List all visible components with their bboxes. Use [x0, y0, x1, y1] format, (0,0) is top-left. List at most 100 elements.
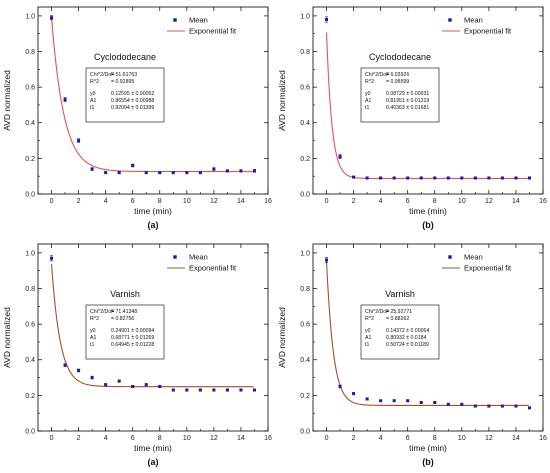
- fit-stat-name: Chi^2/DoF: [90, 309, 114, 315]
- data-point: [365, 397, 369, 401]
- fit-stats-box: [360, 67, 440, 123]
- fit-stat-name: y0: [365, 328, 371, 334]
- data-point: [212, 388, 216, 392]
- legend-label-mean: Mean: [464, 16, 483, 25]
- data-point: [50, 16, 54, 20]
- x-tick-label: 2: [77, 435, 81, 442]
- data-point: [392, 399, 396, 403]
- data-point: [419, 401, 423, 405]
- fit-curve-line: [50, 17, 254, 173]
- fit-stat-value: 0.81951 ± 0.01219: [386, 98, 429, 104]
- fit-stats-box: [360, 304, 440, 360]
- chart-panel-bottom-left: 0 2 4 6 8 10 12 14 16 0.0 0.2 0.4 0.6 0.8 1.0 time (min…: [0, 237, 275, 473]
- plot-frame: [312, 6, 544, 195]
- legend-label-mean: Mean: [189, 253, 208, 262]
- data-point: [352, 175, 356, 179]
- data-point: [104, 171, 108, 175]
- x-tick-label: 12: [210, 435, 218, 442]
- fit-stat-name: t1: [90, 342, 94, 348]
- x-tick-label: 0: [325, 198, 329, 205]
- data-point: [419, 176, 423, 180]
- panel-label: (a): [148, 457, 159, 467]
- y-tick-label: 1.0: [25, 13, 35, 20]
- x-tick-label: 6: [131, 198, 135, 205]
- data-point: [198, 388, 202, 392]
- fit-stat-value: = 6.03926: [386, 72, 409, 78]
- data-point: [63, 363, 67, 367]
- fit-stat-value: = 71.41348: [111, 309, 137, 315]
- y-tick-label: 0.4: [25, 120, 35, 127]
- legend-label-mean: Mean: [189, 16, 208, 25]
- data-point: [338, 155, 342, 159]
- x-tick-label: 8: [433, 198, 437, 205]
- data-point: [158, 384, 162, 388]
- data-point: [527, 176, 531, 180]
- x-tick-label: 2: [352, 198, 356, 205]
- chart-title: Varnish: [110, 289, 140, 299]
- x-tick-label: 4: [379, 435, 383, 442]
- data-point: [325, 17, 329, 21]
- fit-stat-value: = 51.61763: [111, 72, 137, 78]
- y-tick-label: 0.0: [300, 428, 310, 435]
- data-point: [185, 171, 189, 175]
- data-point: [77, 139, 81, 143]
- plot-frame: [312, 243, 544, 432]
- data-point: [198, 171, 202, 175]
- legend-label-fit: Exponential fit: [189, 27, 237, 36]
- fit-curve-line: [325, 261, 529, 406]
- data-point: [131, 164, 135, 168]
- x-tick-label: 4: [379, 198, 383, 205]
- data-point: [473, 176, 477, 180]
- fit-stat-name: y0: [365, 91, 371, 97]
- data-point: [90, 167, 94, 171]
- fit-stat-value: 0.64945 ± 0.01228: [111, 342, 154, 348]
- fit-stat-value: 0.92094 ± 0.01399: [111, 105, 154, 111]
- x-axis-label: time (min): [134, 206, 172, 216]
- chart-panel-top-right: 0 2 4 6 8 10 12 14 16 0.0 0.2 0.4 0.6 0.8 1.0 time (min…: [275, 0, 550, 236]
- data-point: [171, 388, 175, 392]
- y-axis-label: AVD normalized: [2, 307, 12, 368]
- x-tick-label: 10: [183, 198, 191, 205]
- fit-stat-value: 0.12595 ± 0.00052: [111, 91, 154, 97]
- x-axis-label: time (min): [409, 206, 447, 216]
- panel-label: (b): [422, 220, 434, 230]
- chart-svg: 0 2 4 6 8 10 12 14 16 0.0 0.2 0.4 0.6 0.8 1.0 time (min…: [277, 6, 547, 230]
- x-tick-label: 14: [512, 198, 520, 205]
- chart-panel-bottom-right: 0 2 4 6 8 10 12 14 16 0.0 0.2 0.4 0.6 0.8 1.0 time (min…: [275, 237, 550, 473]
- chart-title: Cyclododecane: [369, 52, 431, 62]
- y-tick-label: 0.0: [25, 428, 35, 435]
- x-tick-label: 14: [512, 435, 520, 442]
- data-point: [252, 169, 256, 173]
- data-point: [90, 376, 94, 380]
- chart-panel-top-left: 0 2 4 6 8 10 12 14 16 0.0 0.2 0.4 0.6 0.8 1.0 time (min…: [0, 0, 275, 236]
- data-point: [460, 176, 464, 180]
- x-tick-label: 12: [485, 435, 493, 442]
- y-axis-label: AVD normalized: [277, 70, 287, 131]
- y-tick-label: 0.8: [25, 49, 35, 56]
- data-point: [117, 171, 121, 175]
- data-point: [514, 404, 518, 408]
- data-point: [158, 171, 162, 175]
- fit-stat-name: A1: [90, 98, 96, 104]
- x-tick-label: 16: [264, 435, 272, 442]
- x-tick-label: 16: [539, 435, 547, 442]
- fit-stat-value: 0.68771 ± 0.01269: [111, 335, 154, 341]
- y-tick-label: 0.6: [25, 322, 35, 329]
- data-point: [433, 176, 437, 180]
- x-tick-label: 8: [433, 435, 437, 442]
- y-tick-label: 0.0: [300, 191, 310, 198]
- chart-title: Cyclododecane: [94, 52, 156, 62]
- data-point: [144, 383, 148, 387]
- x-tick-label: 6: [131, 435, 135, 442]
- data-point: [392, 176, 396, 180]
- data-point: [379, 399, 383, 403]
- data-point: [212, 167, 216, 171]
- data-point: [185, 388, 189, 392]
- data-point: [473, 404, 477, 408]
- fit-stat-name: A1: [365, 98, 371, 104]
- y-tick-label: 1.0: [300, 13, 310, 20]
- x-tick-label: 6: [406, 435, 410, 442]
- y-tick-label: 0.2: [25, 156, 35, 163]
- fit-stat-value: = 0.82756: [111, 316, 134, 322]
- y-tick-label: 0.0: [25, 191, 35, 198]
